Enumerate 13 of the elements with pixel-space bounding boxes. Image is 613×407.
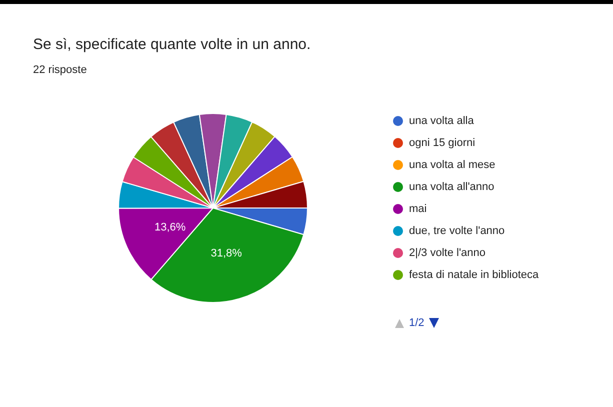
data-label: 13,6% [154,222,186,234]
legend-label: ogni 15 giorni [409,137,476,149]
legend-label: una volta alla [409,115,474,127]
legend-label: 2|/3 volte l'anno [409,247,486,259]
legend-label: una volta all'anno [409,181,494,193]
chart-title: Se sì, specificate quante volte in un anno. [33,36,311,53]
legend-label: festa di natale in biblioteca [409,269,539,281]
data-label: 31,8% [210,247,242,260]
legend-label: mai [409,203,427,215]
chart-subtitle: 22 risposte [33,64,87,76]
legend-label: una volta al mese [409,159,496,171]
text: 1/2 [409,317,424,329]
legend-label: due, tre volte l'anno [409,225,505,237]
